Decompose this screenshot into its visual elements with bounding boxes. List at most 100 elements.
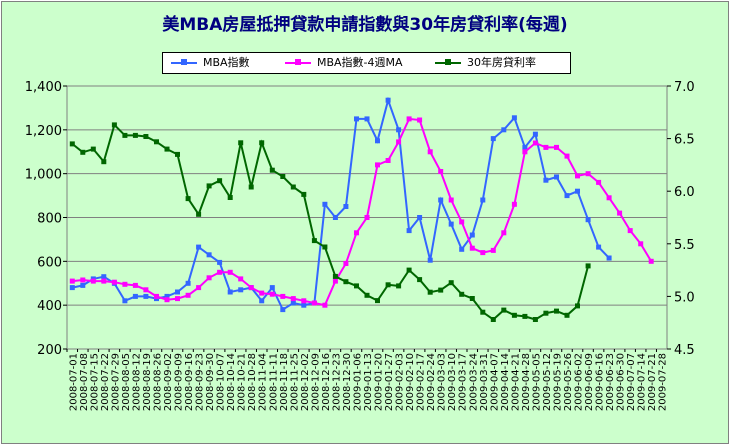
series-point-1 [543, 144, 549, 150]
x-tick-label: 2009-03-24 [468, 353, 479, 411]
legend: MBA指數 MBA指數-4週MA 30年房貸利率 [162, 52, 571, 74]
x-tick-label: 2009-05-19 [552, 353, 563, 411]
series-point-2 [585, 263, 591, 269]
series-point-2 [532, 317, 538, 322]
series-point-2 [269, 167, 275, 173]
series-point-2 [522, 313, 528, 319]
series-point-2 [396, 283, 402, 289]
x-tick-label: 2008-11-04 [258, 353, 269, 411]
x-tick-label: 2008-07-22 [100, 353, 111, 411]
series-point-1 [322, 302, 328, 308]
series-point-1 [501, 230, 507, 236]
x-tick-label: 2009-04-07 [489, 353, 500, 411]
x-tick-label: 2009-03-31 [479, 353, 490, 411]
series-point-0 [354, 116, 359, 122]
y2-tick-label: 7.0 [674, 80, 695, 95]
series-point-0 [480, 197, 486, 203]
series-point-0 [606, 255, 612, 261]
series-point-0 [532, 131, 538, 137]
series-point-2 [301, 191, 307, 197]
x-tick-label: 2009-03-17 [458, 353, 469, 411]
x-tick-label: 2009-01-06 [352, 353, 363, 411]
series-point-0 [364, 116, 370, 122]
series-point-2 [90, 146, 96, 152]
x-tick-label: 2009-05-05 [531, 353, 542, 411]
x-tick-label: 2008-07-01 [68, 353, 79, 411]
series-point-0 [301, 302, 307, 308]
legend-marker-ma [295, 59, 301, 65]
series-point-0 [448, 221, 454, 227]
x-tick-label: 2008-09-30 [205, 353, 216, 411]
series-point-0 [554, 174, 559, 180]
x-tick-label: 2009-07-07 [626, 353, 637, 411]
series-point-1 [206, 275, 212, 281]
series-point-0 [164, 293, 170, 299]
series-point-2 [385, 282, 391, 288]
series-point-1 [627, 228, 633, 234]
series-point-1 [343, 261, 349, 266]
series-point-0 [332, 215, 338, 220]
series-point-1 [406, 116, 412, 122]
x-tick-label: 2009-07-21 [647, 353, 658, 411]
x-tick-label: 2008-08-26 [152, 353, 163, 411]
x-tick-label: 2008-12-02 [300, 353, 311, 411]
series-point-0 [217, 259, 223, 265]
series-point-2 [459, 291, 465, 297]
x-tick-label: 2009-05-26 [563, 353, 574, 411]
x-tick-label: 2009-01-27 [384, 353, 395, 411]
x-tick-label: 2009-02-24 [426, 353, 437, 411]
series-point-2 [227, 195, 233, 200]
x-tick-label: 2009-02-10 [405, 353, 416, 411]
series-point-0 [427, 257, 433, 263]
y2-tick-label: 5.5 [674, 238, 695, 253]
series-point-0 [417, 215, 423, 220]
series-point-1 [427, 149, 433, 155]
series-point-2 [280, 174, 286, 179]
series-point-1 [80, 277, 86, 283]
series-point-2 [490, 317, 496, 322]
series-point-1 [259, 290, 265, 296]
series-point-1 [354, 230, 359, 236]
series-point-1 [490, 247, 496, 253]
y2-tick-label: 6.0 [674, 185, 695, 200]
series-point-2 [311, 238, 317, 244]
series-point-2 [259, 140, 265, 146]
series-point-2 [154, 139, 159, 145]
series-point-1 [290, 296, 296, 302]
legend-label-rate: 30年房貸利率 [467, 56, 536, 69]
x-tick-label: 2009-06-16 [595, 353, 606, 411]
x-tick-label: 2009-07-28 [658, 353, 669, 411]
y2-tick-label: 4.5 [674, 343, 695, 358]
series-point-2 [469, 296, 475, 301]
x-tick-label: 2008-09-23 [195, 353, 206, 411]
series-point-0 [343, 204, 349, 209]
series-point-0 [238, 287, 244, 293]
series-point-1 [143, 287, 149, 293]
x-tick-label: 2008-08-12 [131, 353, 142, 411]
series-point-0 [501, 127, 507, 133]
series-point-1 [417, 117, 423, 123]
series-point-1 [248, 285, 254, 291]
series-point-1 [69, 278, 75, 284]
series-point-1 [638, 241, 644, 247]
series-point-0 [575, 188, 580, 194]
x-tick-label: 2008-07-29 [110, 353, 121, 411]
series-point-0 [69, 285, 75, 291]
series-point-0 [396, 127, 402, 133]
series-point-0 [543, 177, 549, 183]
x-tick-label: 2008-10-28 [247, 353, 258, 411]
series-point-1 [196, 285, 202, 291]
legend-marker-mba [181, 59, 187, 65]
x-tick-label: 2009-06-23 [605, 353, 616, 411]
x-tick-label: 2008-09-16 [184, 353, 195, 411]
series-point-1 [522, 149, 528, 155]
series-point-0 [585, 217, 591, 223]
series-point-1 [469, 245, 475, 251]
series-point-2 [354, 283, 359, 289]
x-tick-label: 2008-12-16 [321, 353, 332, 411]
series-point-0 [269, 285, 275, 291]
series-point-2 [206, 183, 212, 189]
x-tick-label: 2008-08-19 [142, 353, 153, 411]
series-point-2 [122, 132, 128, 138]
x-tick-label: 2009-02-17 [416, 353, 427, 411]
